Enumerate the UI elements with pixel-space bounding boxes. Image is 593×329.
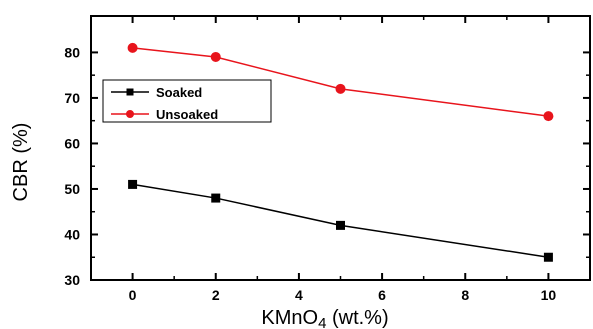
x-tick-label: 0 xyxy=(129,287,137,303)
legend-marker xyxy=(126,110,134,118)
series-unsoaked xyxy=(127,42,554,122)
data-point xyxy=(336,220,345,230)
data-point xyxy=(543,111,554,122)
legend-marker xyxy=(126,88,134,96)
y-tick-label: 70 xyxy=(64,90,80,106)
data-point xyxy=(128,179,138,189)
legend-label: Soaked xyxy=(156,85,202,100)
y-tick-label: 60 xyxy=(64,135,80,151)
y-axis-title: CBR (%) xyxy=(10,123,32,202)
series-soaked xyxy=(128,179,553,262)
data-point xyxy=(210,51,221,62)
x-tick-label: 10 xyxy=(541,287,557,303)
plot-frame xyxy=(90,15,591,281)
x-tick-label: 6 xyxy=(378,287,386,303)
axis-ticks: 30 40 50 60 70 80 0 2 4 6 8 10 xyxy=(64,16,590,303)
y-tick-label: 50 xyxy=(64,181,80,197)
data-point xyxy=(211,193,221,203)
legend-label: Unsoaked xyxy=(156,107,218,122)
plot-border xyxy=(90,15,591,281)
series-line xyxy=(132,183,549,258)
y-tick-label: 40 xyxy=(64,226,80,242)
data-point xyxy=(127,42,138,53)
legend: Soaked Unsoaked xyxy=(102,79,272,123)
series-line xyxy=(132,47,549,117)
x-axis-title: KMnO4 (wt.%) xyxy=(261,307,388,329)
legend-entry: Unsoaked xyxy=(111,107,218,122)
data-point xyxy=(543,252,553,262)
x-tick-label: 4 xyxy=(295,287,303,303)
x-tick-label: 8 xyxy=(461,287,469,303)
y-tick-label: 30 xyxy=(64,272,80,288)
series-layer xyxy=(127,42,554,262)
data-point xyxy=(335,83,346,94)
x-tick-label: 2 xyxy=(212,287,220,303)
y-tick-label: 80 xyxy=(64,44,80,60)
legend-entry: Soaked xyxy=(111,85,202,100)
